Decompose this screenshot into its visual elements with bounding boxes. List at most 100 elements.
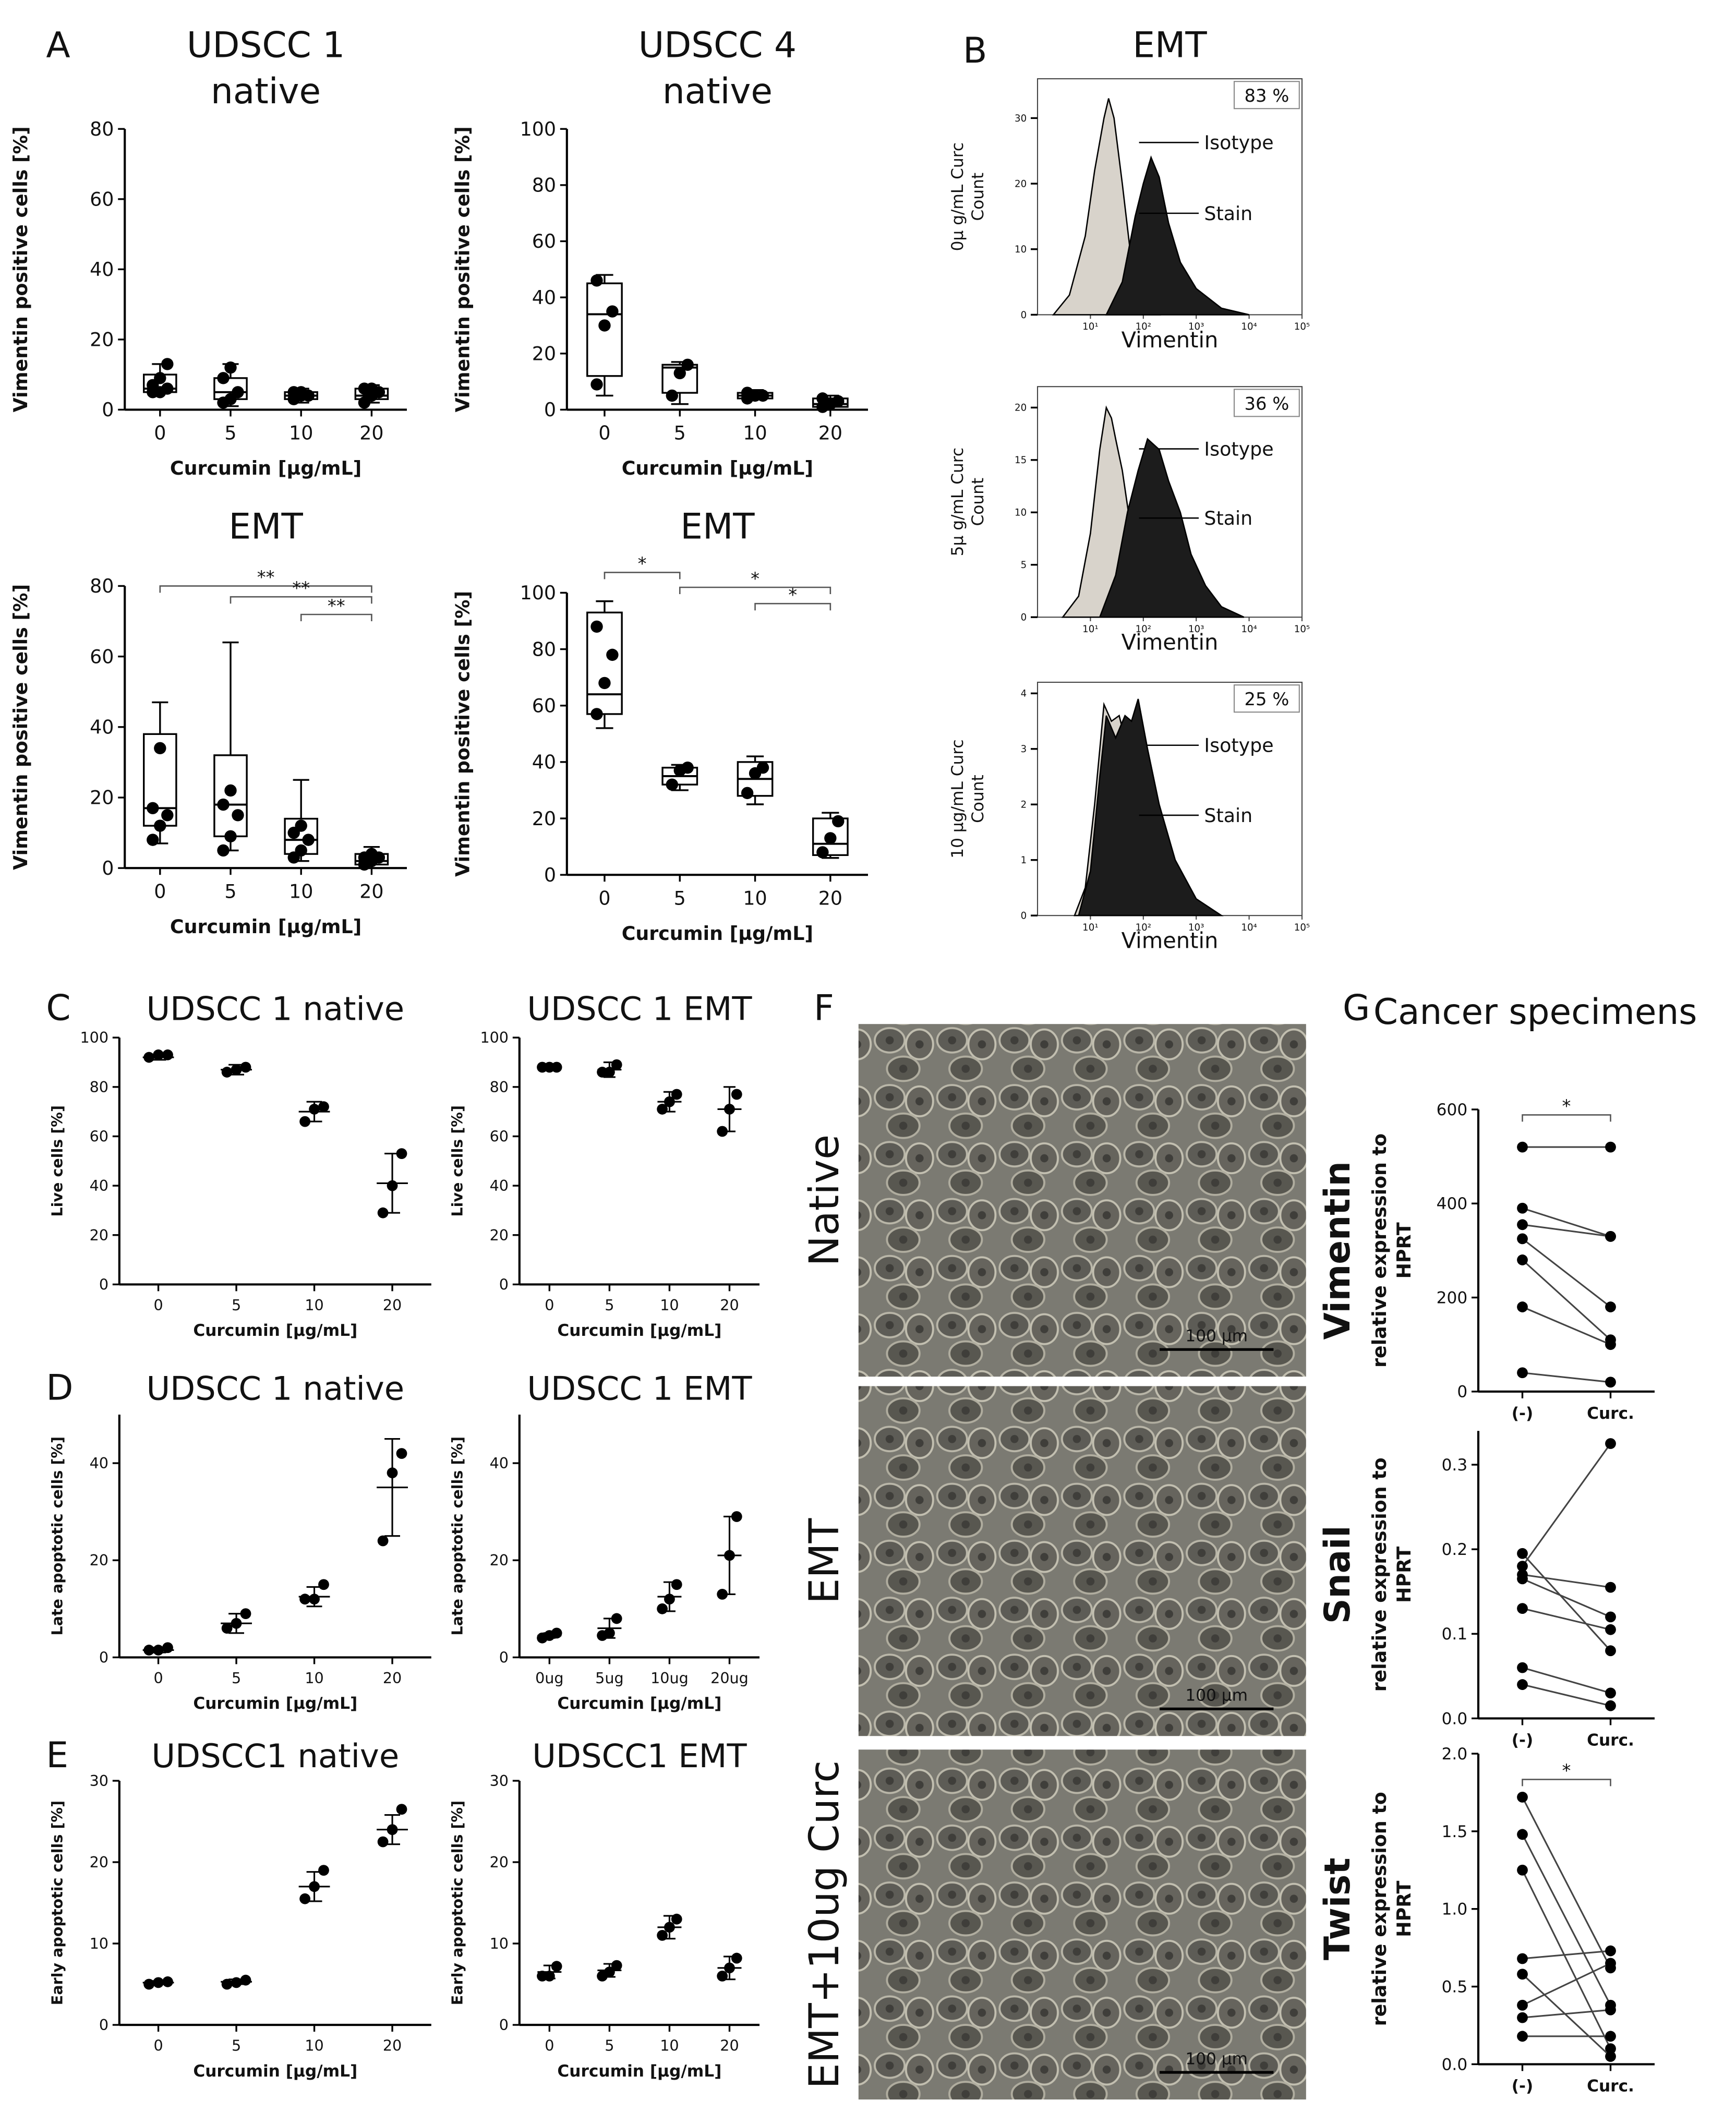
significance-label: ** — [257, 567, 275, 587]
significance-bracket — [230, 596, 372, 604]
pair-line — [1522, 1574, 1611, 1588]
data-point — [224, 361, 237, 374]
y-tick-label: 2 — [1021, 800, 1027, 811]
data-point — [724, 1962, 735, 1974]
y-tick-label: 20 — [90, 329, 114, 351]
data-point — [606, 648, 619, 661]
y-tick-label: 80 — [90, 1078, 108, 1096]
percent-box — [1233, 389, 1300, 417]
x-tick-label: 5 — [605, 1296, 614, 1314]
data-point — [611, 1059, 622, 1070]
data-point — [161, 382, 174, 395]
y-axis-label: Vimentin — [1317, 1161, 1358, 1339]
y-axis-label: Vimentin positive cells [%] — [452, 591, 474, 877]
data-point — [1605, 1945, 1616, 1957]
pair-line — [1522, 1238, 1611, 1308]
significance-bracket — [300, 613, 372, 621]
x-tick-label: 20ug — [710, 1669, 749, 1687]
data-point — [295, 819, 307, 832]
data-point — [162, 1976, 173, 1987]
y-tick-label: 80 — [490, 1078, 509, 1096]
data-point — [673, 367, 686, 380]
panel-label: A — [46, 24, 70, 65]
data-point — [153, 1645, 164, 1656]
data-point — [309, 1881, 320, 1892]
data-point — [221, 1067, 233, 1078]
y-tick-label: 0 — [99, 1648, 108, 1666]
scale-bar-label: 100 µm — [1185, 1686, 1248, 1705]
histogram-area — [1078, 698, 1224, 916]
data-point — [657, 1930, 668, 1941]
significance-bracket — [1522, 1114, 1611, 1122]
data-point — [1517, 1864, 1528, 1876]
y-tick-label: 0 — [499, 1648, 509, 1666]
significance-label: * — [788, 585, 797, 605]
x-tick-label: 10⁴ — [1241, 624, 1257, 635]
x-tick-label: 10 — [660, 1296, 679, 1314]
y-tick-label: 0 — [1021, 310, 1027, 321]
y-axis-label: Live cells [%] — [449, 1105, 466, 1217]
y-axis-label: HPRT — [1393, 1880, 1415, 1937]
data-point — [153, 1049, 164, 1060]
y-tick-label: 20 — [490, 1226, 509, 1244]
panel-label: B — [963, 30, 987, 71]
x-tick-label: 10⁴ — [1241, 922, 1257, 933]
data-point — [1517, 1254, 1528, 1265]
data-point — [1517, 1202, 1528, 1214]
scale-bar-label: 100 µm — [1185, 2049, 1248, 2068]
data-point — [756, 761, 769, 774]
data-point — [551, 1061, 562, 1073]
x-axis-label: Curcumin [µg/mL] — [170, 915, 361, 938]
data-point — [224, 784, 237, 797]
data-point — [606, 305, 619, 318]
y-tick-label: 10 — [490, 1935, 509, 1952]
x-tick-label: 10² — [1136, 922, 1151, 933]
data-point — [231, 1618, 242, 1629]
pair-line — [1522, 1578, 1611, 1618]
y-tick-label: 0 — [102, 399, 114, 421]
significance-label: ** — [328, 596, 345, 616]
y-axis-label: Twist — [1317, 1857, 1358, 1960]
x-tick-label: 10 — [289, 880, 313, 902]
x-axis-label: Curcumin [µg/mL] — [622, 922, 813, 945]
data-point — [657, 1603, 668, 1614]
image-label: EMT+10ug Curc — [801, 1760, 848, 2089]
data-point — [666, 778, 679, 791]
pair-line — [1522, 1443, 1611, 1567]
data-point — [231, 1064, 242, 1076]
chart-title: UDSCC 4 — [638, 24, 797, 65]
chart-title: UDSCC 1 — [187, 24, 345, 65]
x-axis-label: Vimentin — [1122, 327, 1219, 353]
series-label: Isotype — [1204, 734, 1273, 757]
data-point — [1517, 1969, 1528, 1980]
x-tick-label: Curc. — [1587, 2077, 1634, 2095]
y-tick-label: 0 — [544, 864, 556, 886]
data-point — [1605, 1624, 1616, 1635]
y-tick-label: 100 — [480, 1029, 509, 1046]
pair-line — [1522, 1950, 1611, 1960]
data-point — [611, 1960, 622, 1971]
y-axis-label: HPRT — [1393, 1546, 1415, 1602]
data-point — [147, 802, 159, 814]
data-point — [724, 1104, 735, 1115]
data-point — [731, 1511, 742, 1522]
data-point — [1517, 1679, 1528, 1690]
data-point — [217, 372, 230, 384]
chart-title: UDSCC 1 native — [146, 989, 404, 1028]
y-axis-label: Late apoptotic cells [%] — [49, 1437, 66, 1636]
data-point — [1605, 1438, 1616, 1449]
x-tick-label: 10⁵ — [1294, 321, 1310, 332]
pair-line — [1522, 1224, 1611, 1237]
pair-line — [1522, 1962, 1611, 2006]
x-axis-label: Curcumin [µg/mL] — [170, 457, 361, 479]
pair-line — [1522, 1306, 1611, 1346]
y-tick-label: 40 — [490, 1454, 509, 1472]
data-point — [816, 392, 829, 405]
data-point — [387, 1180, 398, 1191]
data-point — [387, 1824, 398, 1835]
micrograph — [858, 1024, 1306, 1377]
y-tick-label: 0.0 — [1442, 1709, 1468, 1728]
y-tick-label: 0.2 — [1442, 1540, 1468, 1559]
y-tick-label: 0 — [1021, 612, 1027, 623]
